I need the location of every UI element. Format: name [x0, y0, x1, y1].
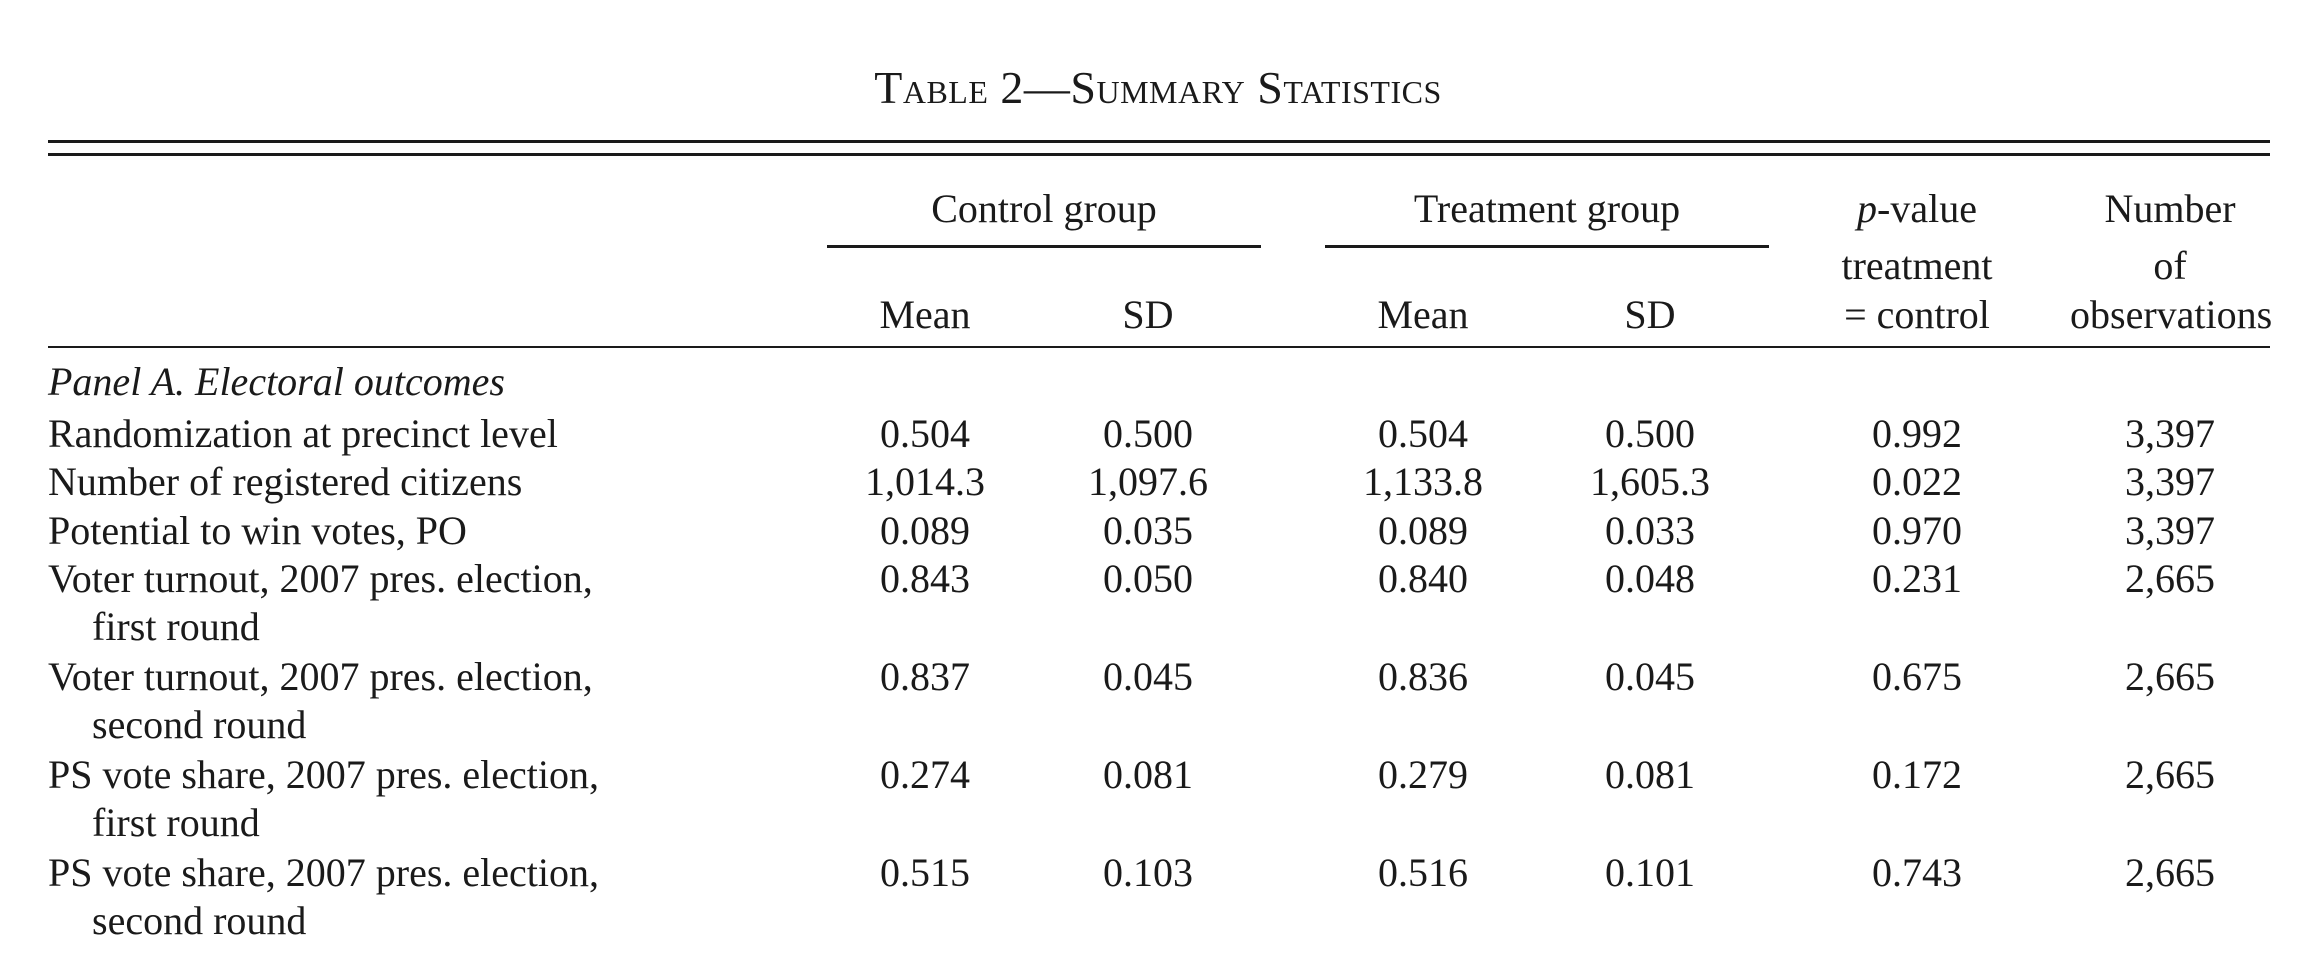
pvalue-cell: 0.231	[1872, 556, 1962, 601]
header-treatment-mean: Mean	[1377, 292, 1469, 337]
top-rule-2	[48, 153, 2270, 156]
treatment-mean-cell: 0.279	[1378, 752, 1468, 797]
table-title: Table 2—Summary Statistics	[874, 62, 1442, 113]
header-nobs-line1: Number	[2104, 186, 2236, 231]
treatment-sd-cell: 0.500	[1605, 411, 1695, 456]
control-sd-cell: 0.045	[1103, 654, 1193, 699]
control-sd-cell: 0.035	[1103, 508, 1193, 553]
row-label-line2: first round	[92, 800, 260, 845]
header-pvalue-line1: p-value	[1817, 185, 2017, 233]
nobs-cell: 3,397	[2125, 508, 2215, 553]
row-label: Voter turnout, 2007 pres. election, first…	[48, 555, 828, 651]
pvalue-cell: 0.992	[1872, 411, 1962, 456]
row-label-line2: second round	[92, 898, 307, 943]
treatment-sd-cell: 0.033	[1605, 508, 1695, 553]
nobs-cell: 2,665	[2125, 850, 2215, 895]
control-sd-cell: 1,097.6	[1088, 459, 1208, 504]
row-label-line2: first round	[92, 604, 260, 649]
top-rule-1	[48, 140, 2270, 143]
row-label: Potential to win votes, PO	[48, 507, 828, 555]
panel-a-label: Panel A. Electoral outcomes	[48, 359, 505, 404]
row-label: Number of registered citizens	[48, 458, 828, 506]
control-sd-cell: 0.081	[1103, 752, 1193, 797]
row-label: PS vote share, 2007 pres. election, first…	[48, 751, 828, 847]
treatment-mean-cell: 0.089	[1378, 508, 1468, 553]
control-mean-cell: 0.504	[880, 411, 970, 456]
row-label-line1: Potential to win votes, PO	[48, 508, 467, 553]
header-control-sd: SD	[1122, 292, 1174, 337]
pvalue-cell: 0.743	[1872, 850, 1962, 895]
header-control-mean: Mean	[879, 292, 971, 337]
treatment-sd-cell: 0.081	[1605, 752, 1695, 797]
header-pvalue-italic: p	[1857, 186, 1878, 231]
control-mean-cell: 0.837	[880, 654, 970, 699]
treatment-mean-cell: 0.840	[1378, 556, 1468, 601]
row-label: Randomization at precinct level	[48, 410, 828, 458]
header-treatment-group: Treatment group	[1413, 186, 1681, 231]
header-treatment-sd: SD	[1624, 292, 1676, 337]
nobs-cell: 2,665	[2125, 654, 2215, 699]
header-pvalue-line3: = control	[1844, 292, 1990, 337]
header-control-group: Control group	[931, 186, 1157, 231]
header-pvalue-line2: treatment	[1841, 243, 1993, 288]
treatment-mean-cell: 0.504	[1378, 411, 1468, 456]
control-mean-cell: 0.843	[880, 556, 970, 601]
nobs-cell: 2,665	[2125, 752, 2215, 797]
row-label-line2: second round	[92, 702, 307, 747]
header-pvalue-rest: -value	[1877, 186, 1977, 231]
row-label: Voter turnout, 2007 pres. election, secon…	[48, 653, 828, 749]
control-sd-cell: 0.050	[1103, 556, 1193, 601]
nobs-cell: 3,397	[2125, 411, 2215, 456]
control-sd-cell: 0.103	[1103, 850, 1193, 895]
treatment-sd-cell: 0.045	[1605, 654, 1695, 699]
control-mean-cell: 0.515	[880, 850, 970, 895]
treatment-group-rule	[1325, 245, 1769, 248]
nobs-cell: 2,665	[2125, 556, 2215, 601]
control-mean-cell: 0.274	[880, 752, 970, 797]
control-mean-cell: 1,014.3	[865, 459, 985, 504]
pvalue-cell: 0.022	[1872, 459, 1962, 504]
control-group-rule	[827, 245, 1261, 248]
header-nobs-line3: observations	[2070, 292, 2273, 337]
pvalue-cell: 0.172	[1872, 752, 1962, 797]
pvalue-cell: 0.970	[1872, 508, 1962, 553]
treatment-mean-cell: 0.516	[1378, 850, 1468, 895]
treatment-sd-cell: 1,605.3	[1590, 459, 1710, 504]
row-label: PS vote share, 2007 pres. election, secon…	[48, 849, 828, 945]
treatment-mean-cell: 0.836	[1378, 654, 1468, 699]
treatment-mean-cell: 1,133.8	[1363, 459, 1483, 504]
header-nobs-line2: of	[2153, 243, 2187, 288]
treatment-sd-cell: 0.101	[1605, 850, 1695, 895]
control-mean-cell: 0.089	[880, 508, 970, 553]
nobs-cell: 3,397	[2125, 459, 2215, 504]
row-label-line1: PS vote share, 2007 pres. election,	[48, 752, 599, 797]
row-label-line1: Voter turnout, 2007 pres. election,	[48, 654, 593, 699]
treatment-sd-cell: 0.048	[1605, 556, 1695, 601]
row-label-line1: Number of registered citizens	[48, 459, 523, 504]
row-label-line1: Randomization at precinct level	[48, 411, 558, 456]
pvalue-cell: 0.675	[1872, 654, 1962, 699]
row-label-line1: Voter turnout, 2007 pres. election,	[48, 556, 593, 601]
row-label-line1: PS vote share, 2007 pres. election,	[48, 850, 599, 895]
control-sd-cell: 0.500	[1103, 411, 1193, 456]
header-bottom-rule	[48, 346, 2270, 348]
